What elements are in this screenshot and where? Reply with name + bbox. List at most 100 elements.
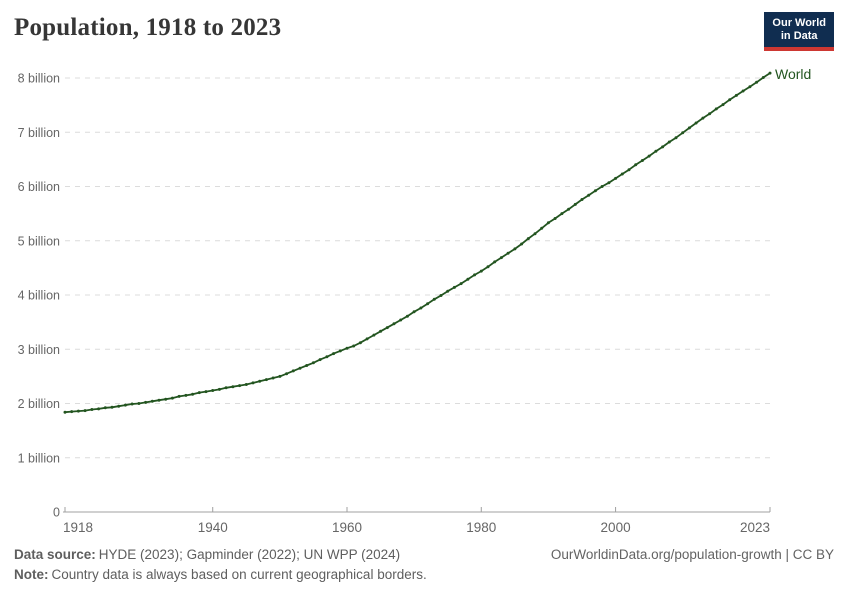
data-point-marker (593, 189, 597, 193)
data-point-marker (459, 282, 463, 286)
data-point-marker (358, 341, 362, 345)
data-point-marker (560, 212, 564, 216)
data-point-marker (258, 379, 262, 383)
data-point-marker (405, 314, 409, 318)
note-text: Country data is always based on current … (51, 567, 427, 582)
data-point-marker (607, 181, 611, 185)
data-point-marker (674, 136, 678, 140)
data-point-marker (567, 207, 571, 211)
data-point-marker (110, 405, 114, 409)
data-point-marker (701, 116, 705, 120)
data-point-marker (520, 242, 524, 246)
owid-logo[interactable]: Our World in Data (764, 12, 834, 51)
data-point-marker (546, 221, 550, 225)
data-point-marker (298, 366, 302, 370)
y-tick-labels: 0 1 billion 2 billion 3 billion 4 billion 5 b… (18, 72, 60, 520)
x-axis (63, 507, 771, 513)
data-point-marker (661, 145, 665, 149)
data-point-marker (439, 294, 443, 297)
data-point-marker (137, 402, 141, 405)
data-point-marker (177, 394, 181, 398)
data-point-marker (311, 361, 315, 365)
data-point-marker (291, 369, 295, 373)
footer-left: Data source: HYDE (2023); Gapminder (2022… (14, 545, 427, 585)
data-point-marker (687, 126, 691, 130)
data-point-marker (332, 352, 336, 356)
world-line (64, 72, 771, 414)
data-point-marker (506, 251, 510, 255)
citation-link[interactable]: OurWorldinData.org/population-growth | C… (550, 547, 834, 562)
data-point-marker (197, 391, 201, 395)
data-point-marker (513, 247, 517, 251)
data-point-marker (305, 364, 309, 367)
data-point-marker (352, 344, 356, 348)
x-tick-labels: 1918 1940 1960 1980 2000 2023 (63, 520, 770, 535)
data-point-marker (452, 285, 456, 289)
data-point-marker (761, 76, 765, 79)
svg-text:2023: 2023 (740, 520, 770, 535)
data-point-marker (640, 159, 644, 162)
data-point-marker (170, 396, 174, 400)
svg-text:8 billion: 8 billion (18, 72, 60, 86)
data-point-marker (103, 406, 107, 410)
data-point-marker (768, 71, 772, 75)
data-point-marker (238, 384, 242, 388)
data-point-marker (486, 265, 490, 269)
data-point-marker (734, 93, 738, 97)
data-point-marker (473, 273, 477, 277)
data-point-marker (392, 322, 396, 326)
data-point-marker (164, 397, 168, 401)
data-point-marker (251, 381, 255, 385)
data-point-marker (714, 107, 718, 111)
data-point-marker (479, 269, 483, 273)
data-point-marker (244, 383, 248, 386)
data-point-marker (681, 131, 685, 135)
y-gridlines (65, 77, 770, 459)
svg-text:1 billion: 1 billion (18, 451, 60, 465)
data-point-marker (150, 399, 154, 403)
series-end-label-world[interactable]: World (775, 66, 812, 83)
data-point-marker (721, 103, 725, 107)
svg-text:0: 0 (53, 506, 60, 520)
data-point-marker (184, 393, 188, 397)
data-point-marker (318, 358, 322, 362)
svg-text:4 billion: 4 billion (18, 289, 60, 303)
data-point-marker (587, 193, 591, 197)
data-point-marker (90, 408, 94, 411)
data-point-marker (634, 163, 638, 167)
data-point-marker (63, 410, 67, 414)
svg-text:2000: 2000 (601, 520, 631, 535)
data-point-marker (526, 237, 530, 241)
data-point-marker (204, 390, 208, 394)
data-point-marker (385, 326, 389, 330)
data-point-marker (130, 402, 134, 406)
data-point-marker (580, 198, 584, 201)
data-point-marker (365, 337, 369, 341)
svg-text:1940: 1940 (198, 520, 228, 535)
note-line: Note: Country data is always based on cur… (14, 565, 427, 585)
svg-text:7 billion: 7 billion (18, 126, 60, 140)
svg-text:2 billion: 2 billion (18, 397, 60, 411)
data-point-marker (325, 355, 329, 359)
data-point-marker (748, 85, 752, 89)
data-point-marker (627, 168, 631, 172)
data-point-marker (533, 232, 537, 236)
data-point-marker (217, 387, 221, 391)
data-point-marker (379, 329, 383, 333)
data-point-marker (694, 121, 698, 125)
data-point-marker (157, 398, 161, 402)
data-point-marker (540, 226, 544, 230)
data-source-line: Data source: HYDE (2023); Gapminder (2022… (14, 545, 427, 565)
data-point-marker (123, 403, 127, 407)
data-point-marker (647, 154, 651, 158)
data-point-marker (70, 410, 74, 414)
data-point-marker (614, 176, 618, 180)
svg-text:1960: 1960 (332, 520, 362, 535)
data-point-marker (708, 112, 712, 116)
data-point-marker (553, 217, 557, 220)
data-source-text: HYDE (2023); Gapminder (2022); UN WPP (2… (98, 547, 401, 562)
data-point-marker (667, 140, 671, 144)
data-point-marker (426, 302, 430, 306)
